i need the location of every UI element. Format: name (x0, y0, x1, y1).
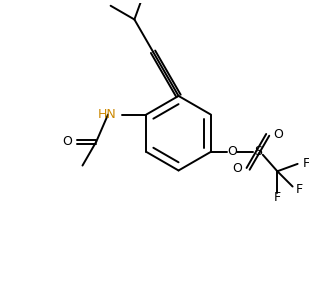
Text: S: S (254, 145, 262, 158)
Text: O: O (273, 128, 283, 141)
Text: F: F (303, 157, 309, 170)
Text: O: O (227, 145, 237, 158)
Text: HN: HN (98, 108, 117, 121)
Text: O: O (232, 162, 242, 175)
Text: F: F (295, 183, 303, 196)
Text: F: F (274, 191, 281, 204)
Text: O: O (62, 135, 72, 148)
